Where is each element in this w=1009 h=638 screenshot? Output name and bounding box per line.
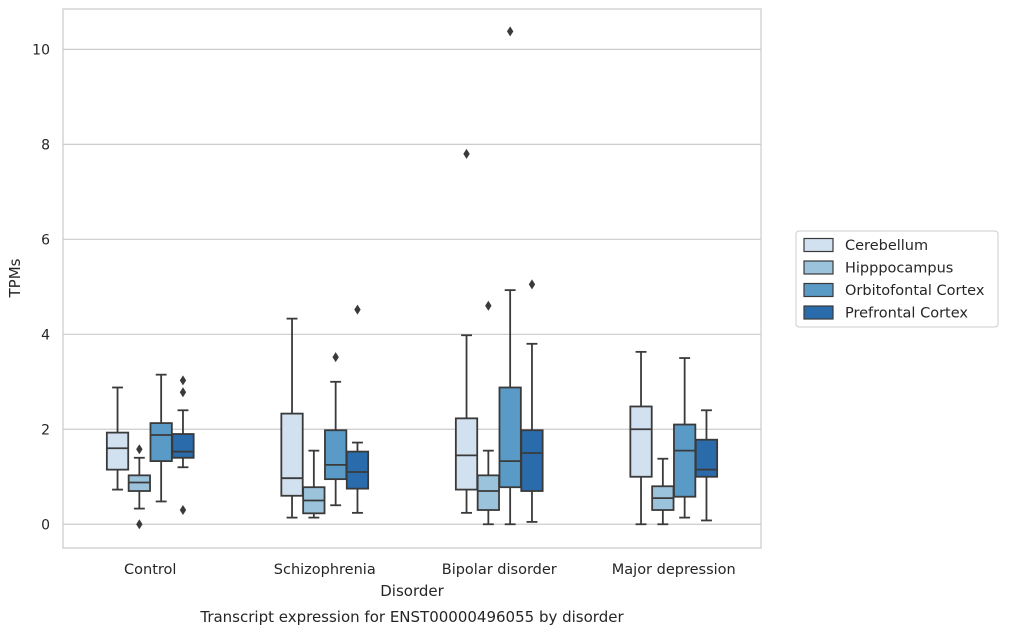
outlier-point bbox=[179, 387, 187, 398]
box bbox=[345, 450, 370, 490]
legend-label: Prefrontal Cortex bbox=[845, 306, 968, 322]
box bbox=[673, 423, 697, 498]
box bbox=[694, 438, 719, 478]
x-tick-label: Control bbox=[124, 562, 176, 578]
box bbox=[171, 433, 195, 459]
y-tick-label: 10 bbox=[32, 42, 50, 58]
outlier-point bbox=[136, 519, 143, 530]
legend-frame bbox=[795, 230, 999, 328]
box bbox=[498, 386, 522, 489]
box bbox=[105, 431, 130, 471]
outlier-point bbox=[528, 279, 536, 290]
legend-label: Orbitofontal Cortex bbox=[845, 283, 985, 299]
outlier-point bbox=[354, 304, 361, 315]
box-group bbox=[694, 409, 719, 522]
box-group bbox=[171, 375, 195, 516]
y-tick-labels: 0 2 4 6 8 10 bbox=[32, 42, 50, 533]
y-tick-label: 2 bbox=[41, 422, 50, 438]
x-tick-label: Major depression bbox=[612, 562, 736, 578]
legend-label: Cerebellum bbox=[845, 238, 928, 254]
legend-label: Hipppocampus bbox=[845, 261, 953, 277]
box bbox=[520, 429, 544, 492]
y-tick-label: 8 bbox=[41, 137, 50, 153]
plot-area bbox=[63, 9, 761, 548]
plot-frame bbox=[62, 8, 762, 549]
box bbox=[454, 417, 479, 491]
outlier-point bbox=[485, 300, 492, 311]
box-group bbox=[651, 457, 675, 526]
x-axis-label: Disorder bbox=[380, 582, 444, 600]
outlier-point bbox=[332, 352, 339, 363]
outlier-point bbox=[179, 375, 187, 386]
y-tick-label: 4 bbox=[41, 327, 50, 343]
outlier-point bbox=[506, 26, 514, 37]
box-group bbox=[520, 279, 544, 523]
box-group bbox=[673, 357, 697, 519]
box-group bbox=[105, 386, 130, 491]
legend-swatch bbox=[803, 305, 834, 320]
boxes bbox=[105, 26, 719, 530]
box-group bbox=[345, 304, 370, 514]
box-group bbox=[476, 300, 500, 526]
box bbox=[280, 412, 304, 497]
y-axis-label: TPMs bbox=[6, 258, 24, 298]
box-group bbox=[302, 449, 326, 519]
y-tick-label: 6 bbox=[41, 232, 50, 248]
outlier-point bbox=[463, 148, 470, 159]
x-tick-label: Bipolar disorder bbox=[442, 562, 557, 578]
box bbox=[476, 474, 500, 511]
legend-swatch bbox=[803, 237, 834, 253]
box-group bbox=[629, 350, 653, 526]
box bbox=[149, 422, 173, 462]
legend-swatch bbox=[803, 282, 834, 298]
box bbox=[324, 429, 348, 481]
outlier-point bbox=[179, 505, 187, 516]
legend: Cerebellum Hipppocampus Orbitofontal Corte… bbox=[795, 230, 999, 328]
box bbox=[629, 405, 653, 478]
x-tick-label: Schizophrenia bbox=[274, 562, 376, 578]
y-tick-label: 0 bbox=[41, 517, 50, 533]
box-group bbox=[127, 444, 151, 530]
box-group bbox=[280, 317, 304, 519]
box-group bbox=[149, 373, 173, 503]
chart-caption: Transcript expression for ENST0000049605… bbox=[199, 608, 624, 626]
box-group bbox=[454, 148, 479, 514]
x-tick-labels: Control Schizophrenia Bipolar disorder Majo… bbox=[124, 562, 736, 578]
legend-swatch bbox=[803, 260, 834, 275]
outlier-point bbox=[136, 444, 143, 455]
